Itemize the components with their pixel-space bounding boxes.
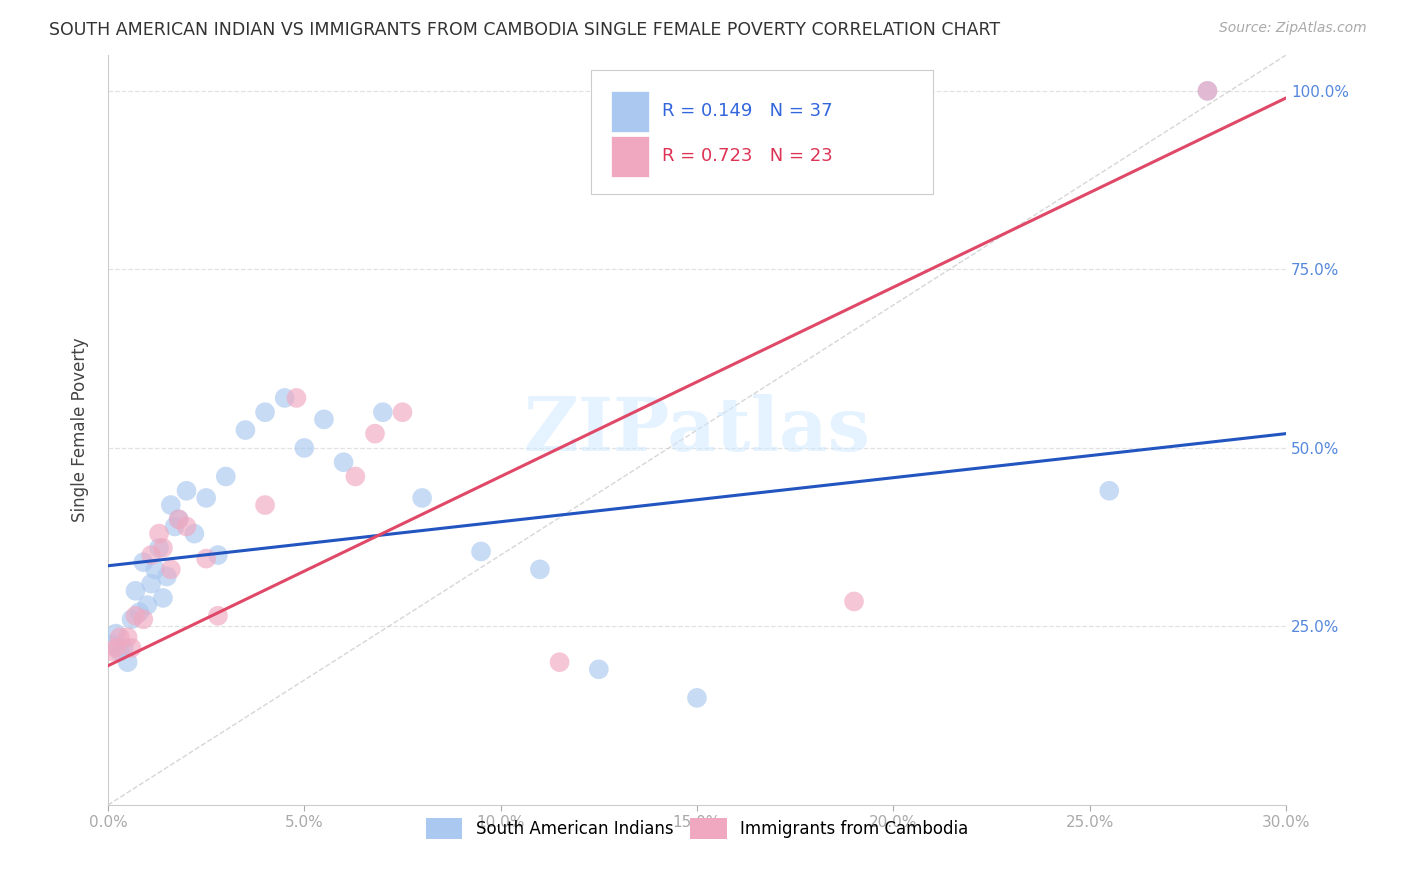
Text: SOUTH AMERICAN INDIAN VS IMMIGRANTS FROM CAMBODIA SINGLE FEMALE POVERTY CORRELAT: SOUTH AMERICAN INDIAN VS IMMIGRANTS FROM… bbox=[49, 21, 1000, 38]
Point bbox=[273, 391, 295, 405]
Point bbox=[117, 655, 139, 669]
Point bbox=[132, 555, 155, 569]
Point bbox=[548, 655, 571, 669]
Point bbox=[124, 608, 146, 623]
Point bbox=[148, 526, 170, 541]
Point bbox=[108, 644, 131, 658]
Point bbox=[163, 519, 186, 533]
Point bbox=[215, 469, 238, 483]
Point bbox=[141, 548, 163, 562]
Point bbox=[364, 426, 387, 441]
Point bbox=[195, 491, 218, 505]
Point bbox=[195, 551, 218, 566]
Point bbox=[148, 541, 170, 555]
Point bbox=[1197, 84, 1219, 98]
Point bbox=[159, 498, 181, 512]
Point bbox=[312, 412, 335, 426]
Point bbox=[121, 640, 143, 655]
Point bbox=[104, 640, 127, 655]
Point bbox=[176, 519, 198, 533]
Point bbox=[235, 423, 257, 437]
Point bbox=[167, 512, 190, 526]
FancyBboxPatch shape bbox=[612, 91, 648, 132]
Point bbox=[371, 405, 394, 419]
Point bbox=[1098, 483, 1121, 498]
Point bbox=[207, 608, 229, 623]
Point bbox=[124, 583, 146, 598]
Point bbox=[207, 548, 229, 562]
Point bbox=[183, 526, 205, 541]
Text: Source: ZipAtlas.com: Source: ZipAtlas.com bbox=[1219, 21, 1367, 35]
Point bbox=[159, 562, 181, 576]
Point bbox=[101, 644, 124, 658]
Point bbox=[254, 498, 277, 512]
Point bbox=[588, 662, 610, 676]
Text: R = 0.149   N = 37: R = 0.149 N = 37 bbox=[662, 103, 832, 120]
Point bbox=[101, 637, 124, 651]
Legend: South American Indians, Immigrants from Cambodia: South American Indians, Immigrants from … bbox=[419, 812, 974, 846]
Point bbox=[529, 562, 551, 576]
Point bbox=[686, 690, 709, 705]
Point bbox=[470, 544, 492, 558]
Text: R = 0.723   N = 23: R = 0.723 N = 23 bbox=[662, 147, 832, 165]
Point bbox=[141, 576, 163, 591]
Point bbox=[254, 405, 277, 419]
Point bbox=[136, 598, 159, 612]
Point bbox=[152, 541, 174, 555]
Point bbox=[332, 455, 354, 469]
Point bbox=[117, 630, 139, 644]
Point bbox=[391, 405, 413, 419]
Point bbox=[112, 640, 135, 655]
Point bbox=[285, 391, 308, 405]
Point bbox=[344, 469, 367, 483]
Point bbox=[167, 512, 190, 526]
Y-axis label: Single Female Poverty: Single Female Poverty bbox=[72, 338, 89, 523]
Point bbox=[143, 562, 166, 576]
FancyBboxPatch shape bbox=[612, 136, 648, 177]
Point bbox=[128, 605, 150, 619]
Point bbox=[152, 591, 174, 605]
Point bbox=[292, 441, 315, 455]
Point bbox=[108, 630, 131, 644]
Point bbox=[132, 612, 155, 626]
Text: ZIPatlas: ZIPatlas bbox=[523, 393, 870, 467]
Point bbox=[121, 612, 143, 626]
Point bbox=[842, 594, 865, 608]
Point bbox=[411, 491, 433, 505]
Point bbox=[156, 569, 179, 583]
Point bbox=[176, 483, 198, 498]
Point bbox=[104, 626, 127, 640]
Point bbox=[1197, 84, 1219, 98]
FancyBboxPatch shape bbox=[591, 70, 932, 194]
